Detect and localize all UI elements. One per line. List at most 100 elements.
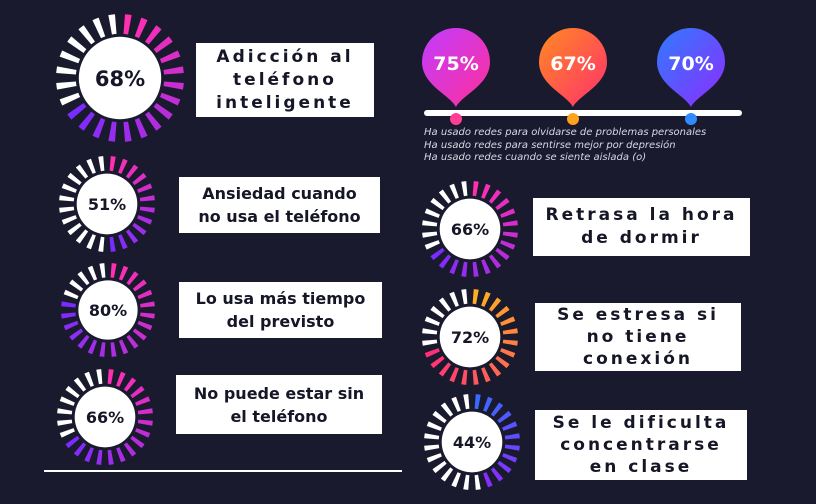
gauge-ring: 66%	[57, 369, 153, 465]
gauge-segment	[110, 342, 117, 357]
gauge-segment	[98, 156, 105, 172]
gauge-segment	[98, 236, 105, 252]
gauge-segment	[145, 111, 162, 131]
label-sin-telefono: No puede estar sin el teléfono	[176, 375, 382, 434]
gauge-segment	[123, 377, 137, 392]
gauge-segment	[110, 263, 117, 278]
gauge-segment	[430, 247, 445, 261]
gauge-segment	[61, 183, 77, 193]
gauge-segment	[123, 14, 132, 35]
gauge-segment	[497, 410, 512, 424]
pin-olvidarse: 75%	[420, 25, 492, 113]
gauge-segment	[145, 25, 162, 45]
gauge-value: 80%	[89, 301, 127, 320]
gauge-segment	[107, 449, 114, 465]
gauge-segment	[132, 222, 147, 236]
timeline-dot	[450, 113, 462, 125]
pin-shape: 75%	[422, 28, 490, 107]
gauge-segment	[426, 421, 442, 431]
gauge-segment	[163, 66, 184, 75]
gauge-segment	[107, 369, 114, 385]
gauge-segment	[126, 271, 139, 286]
gauge-segment	[67, 172, 82, 186]
gauge-segment	[449, 291, 459, 307]
pin-shape: 70%	[657, 28, 725, 107]
gauge-segment	[59, 396, 75, 406]
gauge-center	[74, 386, 136, 448]
gauge-segment	[56, 66, 77, 75]
gauge-segment	[84, 447, 94, 463]
gauge-segment	[422, 231, 438, 238]
gauge-segment	[472, 289, 479, 305]
gauge-ring: 72%	[422, 289, 518, 385]
gauge-segment	[57, 419, 73, 426]
gauge-segment	[490, 467, 504, 482]
gauge-segment	[75, 164, 89, 179]
gauge-segment	[59, 428, 75, 438]
gauge-segment	[504, 433, 520, 440]
gauge-value: 68%	[95, 67, 145, 91]
gauge-segment	[77, 334, 90, 349]
gauge-segment	[472, 261, 479, 277]
gauge-tiempo: 80%	[60, 262, 156, 358]
gauge-segment	[159, 50, 181, 64]
gauge-segment	[137, 183, 153, 193]
legend-item: Ha usado redes cuando se siente aislada …	[424, 152, 647, 163]
gauge-segment	[86, 234, 96, 250]
gauge-segment	[137, 408, 153, 415]
gauge-segment	[424, 433, 440, 440]
gauge-segment	[61, 301, 76, 308]
gauge-concentrarse: 44%	[423, 393, 521, 491]
gauge-segment	[504, 444, 520, 451]
gauge-segment	[449, 367, 459, 383]
gauge-segment	[126, 334, 139, 349]
gauge-conexion: 72%	[421, 288, 519, 386]
gauge-segment	[461, 261, 468, 277]
gauge-segment	[87, 339, 98, 355]
gauge-segment	[137, 419, 153, 426]
gauge-segment	[65, 435, 80, 449]
gauge-value: 72%	[451, 328, 489, 347]
gauge-segment	[495, 247, 510, 261]
divider	[44, 470, 402, 472]
gauge-segment	[153, 36, 173, 53]
gauge-segment	[116, 447, 126, 463]
gauge-segment	[118, 339, 129, 355]
gauge-segment	[497, 460, 512, 474]
gauge-segment	[108, 14, 117, 35]
gauge-segment	[132, 172, 147, 186]
label-dormir: Retrasa la hora de dormir	[533, 198, 750, 256]
gauge-segment	[481, 367, 491, 383]
gauge-segment	[125, 229, 139, 244]
gauge-segment	[430, 197, 445, 211]
label-tiempo: Lo usa más tiempo del previsto	[179, 282, 382, 338]
gauge-segment	[96, 449, 103, 465]
gauge-value: 66%	[86, 408, 124, 427]
gauge-ring: 51%	[59, 156, 155, 252]
gauge-segment	[474, 474, 481, 490]
gauge-value: 51%	[88, 195, 126, 214]
label-concentrarse: Se le dificulta concentrarse en clase	[535, 410, 747, 480]
gauge-segment	[500, 316, 516, 326]
gauge-segment	[99, 342, 106, 357]
gauge-segment	[130, 435, 145, 449]
gauge-segment	[135, 428, 151, 438]
gauge-segment	[449, 183, 459, 199]
gauge-segment	[109, 236, 116, 252]
label-conexion: Se estresa si no tiene conexión	[535, 303, 741, 371]
gauge-segment	[132, 328, 147, 341]
pin-depresion: 67%	[537, 25, 609, 113]
gauge-segment	[67, 36, 87, 53]
gauge-value: 44%	[453, 433, 491, 452]
gauge-segment	[86, 158, 96, 174]
gauge-segment	[99, 263, 106, 278]
gauge-segment	[481, 259, 491, 275]
gauge-segment	[500, 208, 516, 218]
gauge-segment	[75, 229, 89, 244]
gauge-segment	[481, 291, 491, 307]
gauge-segment	[153, 103, 173, 120]
gauge-segment	[116, 371, 126, 387]
timeline-dot	[567, 113, 579, 125]
gauge-segment	[502, 231, 518, 238]
gauge-segment	[84, 371, 94, 387]
